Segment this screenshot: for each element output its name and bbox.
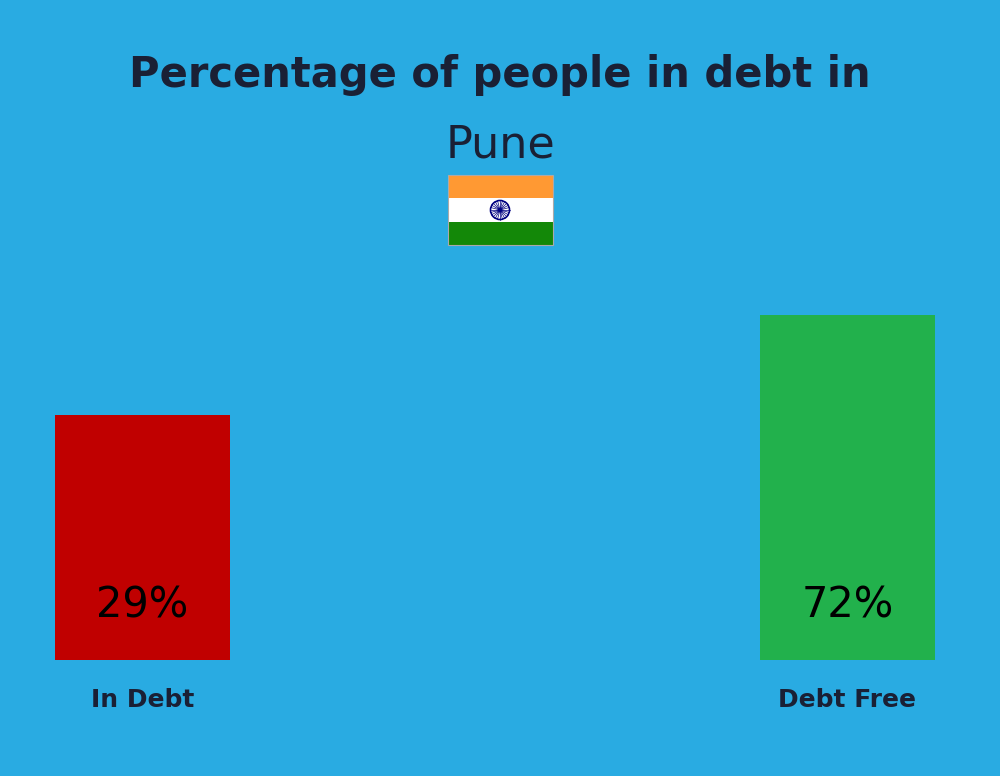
Bar [448,175,552,245]
Text: Debt Free: Debt Free [778,688,916,712]
Text: 72%: 72% [801,584,894,626]
Bar [448,199,552,222]
Text: Pune: Pune [445,123,555,167]
Text: 29%: 29% [96,584,189,626]
Bar [448,175,552,199]
Bar [760,315,935,660]
Text: Percentage of people in debt in: Percentage of people in debt in [129,54,871,96]
Bar [448,222,552,245]
Bar [55,415,230,660]
Circle shape [498,209,502,212]
Text: In Debt: In Debt [91,688,194,712]
